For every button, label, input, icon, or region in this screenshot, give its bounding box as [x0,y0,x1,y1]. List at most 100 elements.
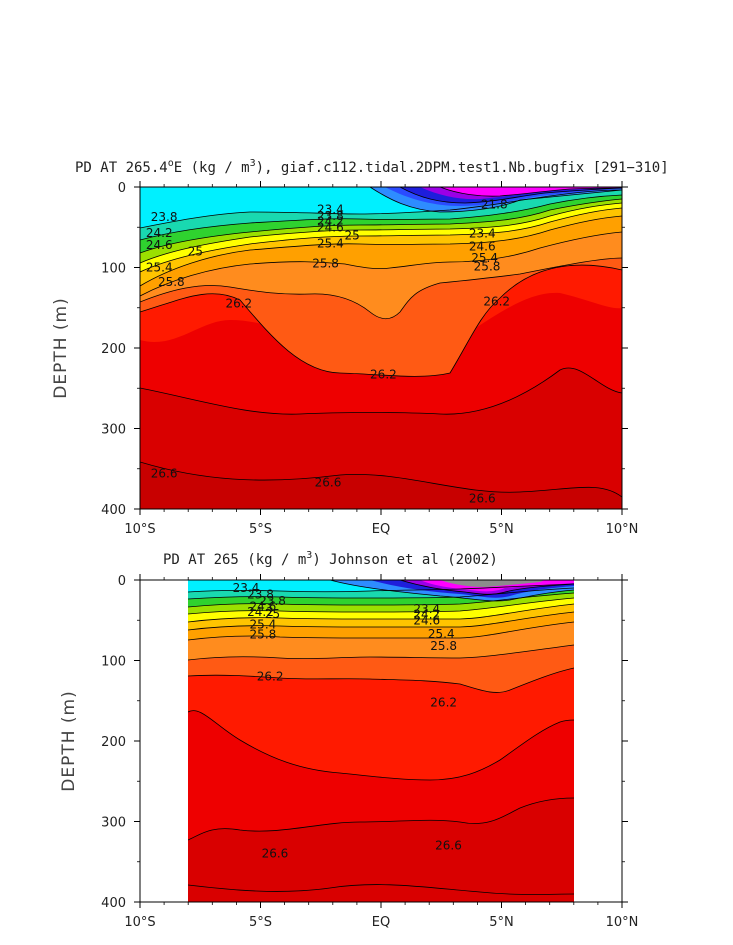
contour-label: 26.6 [469,492,496,506]
contour-label: 25.4 [428,627,455,641]
contour-label: 26.2 [257,670,284,684]
y-tick-label: 0 [118,181,126,196]
contour-label: 26.6 [262,847,289,861]
contour-line [140,367,622,415]
contour-label: 25.8 [312,256,339,270]
panel-top-ylabel: DEPTH (m) [51,297,71,398]
y-tick-label: 100 [101,262,126,277]
panel-top-contour-fill [140,187,622,509]
y-tick-label: 100 [101,655,126,670]
contour-label: 24.2 [146,226,173,240]
band-21.4 [440,187,622,197]
panel-bottom-axes: 10°S 5°S EQ 5°N 10°N 0 100 200 300 400 [101,574,638,930]
x-tick-label: 10°N [606,915,639,930]
contour-line [188,644,574,661]
contour-line [140,257,622,320]
contour-line [439,187,622,197]
contour-label: 25 [188,244,203,258]
contour-label: 23.8 [259,594,286,608]
contour-label: 26.2 [483,294,510,308]
contour-label: 25 [344,228,359,242]
x-tick-label: EQ [372,915,390,930]
panel-bottom-contour-fill [188,580,574,902]
y-tick-label: 300 [101,423,126,438]
y-tick-label: 300 [101,816,126,831]
contour-line [399,580,574,595]
x-tick-label: 5°S [249,522,272,537]
contour-line [140,189,622,229]
contour-label: 24.6 [146,238,173,252]
y-tick-label: 400 [101,503,126,518]
contour-label: 25.4 [317,236,344,250]
contour-label: 24.6 [469,240,496,254]
x-tick-label: 5°S [249,915,272,930]
contour-line [188,611,574,631]
y-tick-label: 0 [118,574,126,589]
contour-line [188,797,574,841]
contour-label: 25.4 [250,617,277,631]
x-tick-label: EQ [372,522,390,537]
contour-line [399,187,622,204]
panel-top: PD AT 265.4oE (kg / m3), giaf.c112.tidal… [51,158,669,537]
contour-line [140,215,622,287]
band-21.4 [440,580,545,587]
contour-line [188,583,574,593]
contour-line [369,187,622,213]
y-tick-label: 400 [101,896,126,911]
x-tick-label: 10°N [606,522,639,537]
contour-label: 23.4 [469,227,496,241]
contour-label: 26.2 [370,368,397,382]
contour-label: 25.8 [430,639,457,653]
panel-bottom-ylabel: DEPTH (m) [59,690,79,791]
contour-label: 24.6 [413,613,440,627]
contour-label: 24.6 [317,220,344,234]
contour-label: 26.2 [225,297,252,311]
contour-label: 24.2 [413,608,440,622]
contour-label: 25 [265,607,280,621]
panel-bottom-title: PD AT 265 (kg / m3) Johnson et al (2002) [163,550,498,568]
contour-label: 25.8 [250,628,277,642]
panel-top-axes: 10°S 5°S EQ 5°N 10°N 0 100 200 300 400 [101,181,638,537]
y-tick-label: 200 [101,342,126,357]
panel-bottom-contour-labels: 23.423.823.824.624.22525.425.823.424.224… [233,581,462,861]
contour-line [140,231,622,297]
panel-top-title: PD AT 265.4oE (kg / m3), giaf.c112.tidal… [75,158,669,176]
x-tick-label: 10°S [124,522,155,537]
contour-line [140,194,622,241]
contour-label: 25.8 [158,275,185,289]
contour-label: 26.6 [435,839,462,853]
contour-label: 24.2 [247,605,274,619]
contour-label: 26.6 [151,467,178,481]
contour-line [140,461,622,498]
contour-line [188,621,574,641]
contour-line [188,710,574,781]
contour-line [188,884,574,895]
contour-label: 23.8 [247,587,274,601]
y-tick-label: 200 [101,735,126,750]
contour-label: 23.8 [317,209,344,223]
contour-label: 26.2 [430,695,457,709]
contour-label: 21.8 [481,198,508,212]
contour-line [140,202,622,264]
contour-line [188,667,574,693]
x-tick-label: 10°S [124,915,155,930]
contour-label: 23.4 [233,581,260,595]
panel-bottom: PD AT 265 (kg / m3) Johnson et al (2002) [59,550,638,930]
contour-line [140,198,622,254]
contour-label: 24.6 [250,600,277,614]
x-tick-label: 5°N [489,915,514,930]
contour-label: 25.4 [471,251,498,265]
contour-label: 23.4 [413,602,440,616]
contour-label: 23.4 [317,203,344,217]
contour-line [140,264,622,377]
contour-label: 25.8 [474,260,501,274]
contour-line [329,580,574,602]
contour-line [140,207,622,273]
contour-label: 24.2 [317,215,344,229]
contour-line [188,603,574,623]
contour-label: 25.4 [146,261,173,275]
contour-line [188,597,574,615]
contour-label: 23.8 [151,210,178,224]
